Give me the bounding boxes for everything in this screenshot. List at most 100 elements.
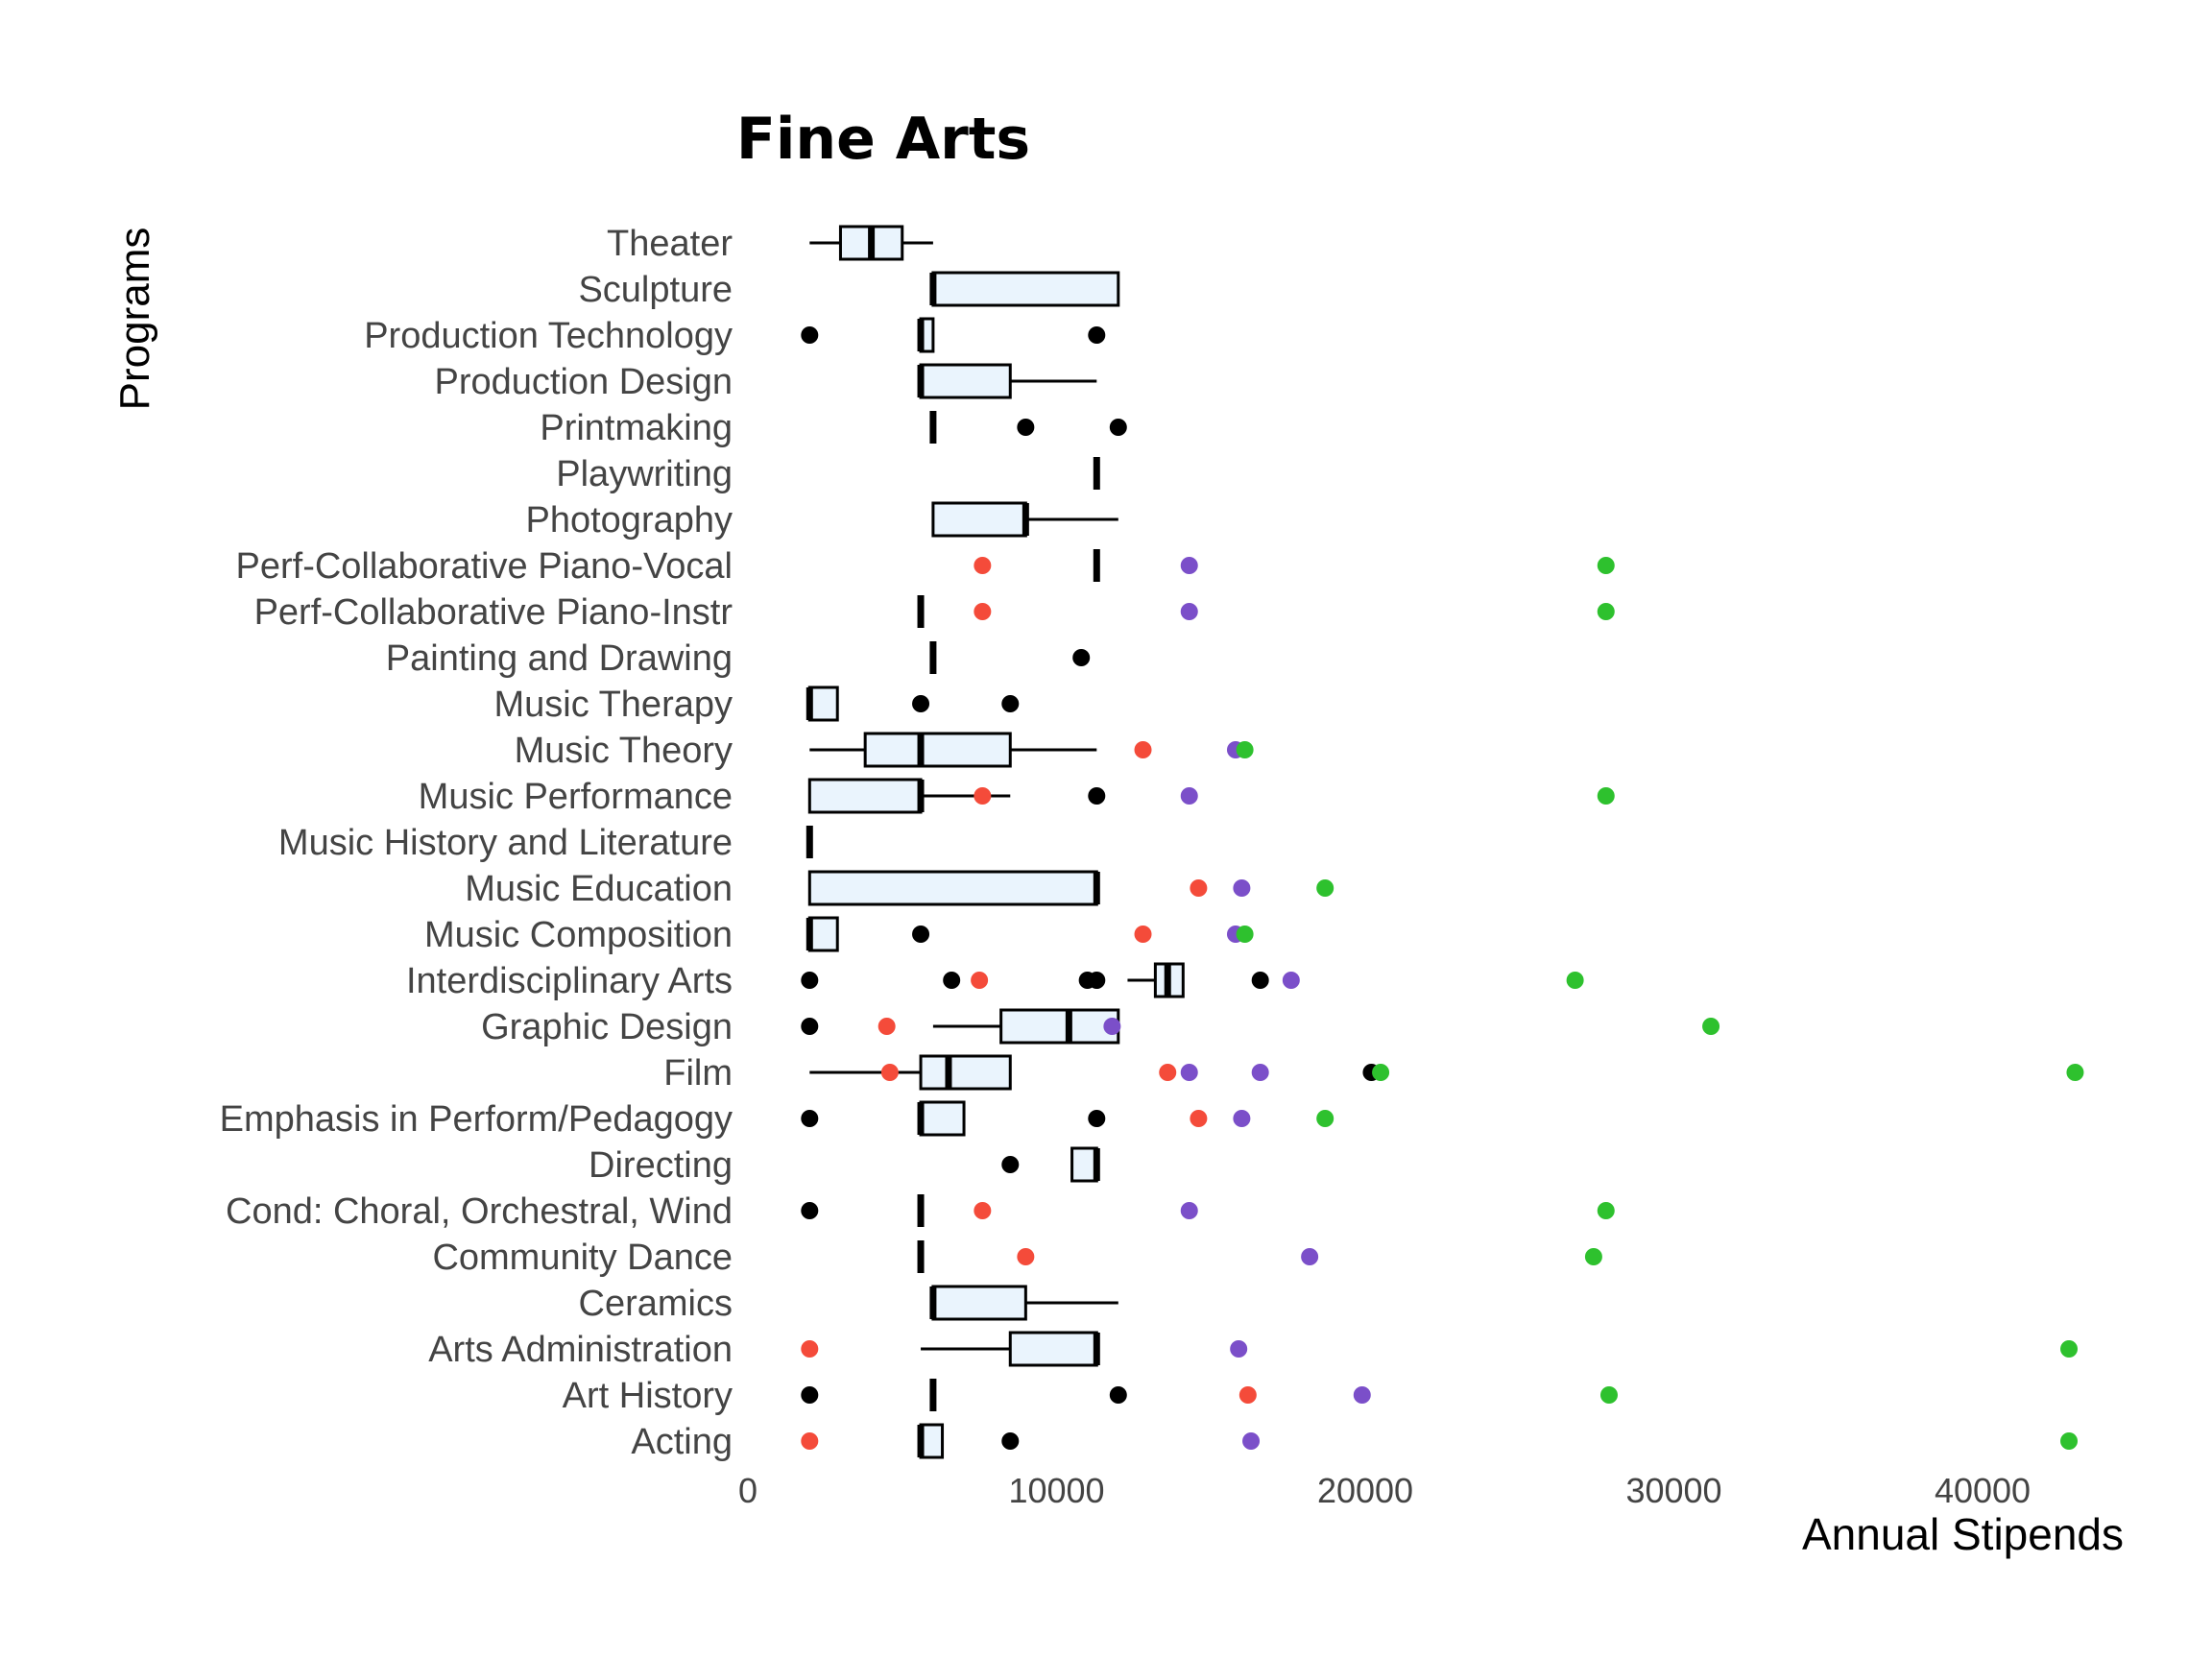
data-point [1017,419,1035,436]
data-point [801,972,819,989]
boxplot-18 [809,1054,1012,1091]
category-label: Perf-Collaborative Piano-Instr [254,592,733,633]
box-iqr [931,501,1027,538]
box-iqr [999,1008,1120,1045]
category-label: Perf-Collaborative Piano-Vocal [236,546,733,587]
data-point [1353,1386,1371,1404]
box-iqr [931,271,1120,307]
box-iqr [807,870,1098,906]
data-point [2060,1340,2079,1358]
data-point [1001,1432,1020,1450]
category-label: Music Theory [515,731,733,771]
data-point [1109,1386,1127,1404]
category-label: Theater [607,224,733,264]
category-labels: Theater Sculpture Production Technology Pro… [220,224,733,1462]
data-point [1316,879,1334,897]
data-point [1597,787,1615,805]
boxplot-19 [917,1100,966,1137]
boxplot-17 [932,1008,1120,1045]
data-point [878,1018,896,1035]
data-point [801,1110,819,1127]
data-point [1233,879,1251,897]
data-point [1316,1110,1334,1127]
data-point [1236,926,1254,943]
boxplot-0 [809,225,933,261]
y-axis-label: Programs [111,228,158,411]
category-label: Music History and Literature [278,823,733,863]
category-label: Production Technology [364,316,733,356]
data-point [1372,1064,1390,1081]
box-iqr [807,778,923,814]
data-point [1566,972,1584,989]
category-label: Photography [526,500,733,541]
boxplot-24 [921,1331,1100,1367]
category-label: Graphic Design [481,1007,733,1047]
category-label: Music Therapy [493,685,733,725]
data-point [1088,1110,1106,1127]
data-point [912,926,930,943]
category-label: Arts Administration [428,1330,733,1370]
category-label: Directing [589,1145,733,1186]
box-iqr [919,1054,1012,1091]
category-label: Music Performance [419,777,733,817]
data-point [974,603,992,620]
data-point [801,1432,819,1450]
category-label: Production Design [434,362,733,402]
data-point [1109,419,1127,436]
category-label: Playwriting [556,454,733,494]
data-point [880,1064,899,1081]
category-label: Music Composition [424,915,733,955]
x-tick-label: 40000 [1935,1471,2031,1510]
boxplot-12 [807,778,1011,814]
box-iqr [863,732,1012,768]
category-label: Art History [563,1376,733,1416]
point-marks [801,326,2084,1450]
box-marks [805,225,1185,1459]
category-label: Acting [631,1422,733,1462]
data-point [1180,557,1198,574]
data-point [912,695,930,712]
box-iqr [1008,1331,1098,1367]
category-label: Printmaking [540,408,733,448]
data-point [1597,557,1615,574]
category-label: Emphasis in Perform/Pedagogy [220,1099,733,1140]
data-point [1017,1248,1035,1265]
boxplot-10 [805,685,839,722]
data-point [2066,1064,2084,1081]
x-tick-label: 20000 [1317,1471,1413,1510]
data-point [1597,1202,1615,1219]
data-point [1180,1202,1198,1219]
data-point [974,1202,992,1219]
data-point [801,1018,819,1035]
data-point [1242,1432,1261,1450]
data-point [943,972,961,989]
data-point [1180,603,1198,620]
boxplot-1 [929,271,1120,307]
data-point [1584,1248,1602,1265]
boxplot-20 [1070,1146,1100,1183]
category-label: Film [663,1053,733,1094]
chart-title: Fine Arts [736,106,1030,173]
data-point [1230,1340,1248,1358]
data-point [801,1340,819,1358]
data-point [1597,603,1615,620]
data-point [1702,1018,1720,1035]
data-point [1103,1018,1121,1035]
x-tick-labels: 0 10000 20000 30000 40000 [738,1471,2031,1510]
data-point [974,557,992,574]
category-label: Music Education [465,869,733,909]
data-point [1236,741,1254,758]
boxplot-14 [807,870,1100,906]
box-iqr [919,363,1012,399]
data-point [1190,879,1208,897]
data-point [1001,1156,1020,1173]
category-label: Community Dance [432,1238,733,1278]
data-point [2060,1432,2079,1450]
box-iqr [807,916,839,952]
data-point [1088,787,1106,805]
boxplot-26 [917,1423,945,1459]
boxplot-3 [917,363,1097,399]
data-point [1233,1110,1251,1127]
box-iqr [919,1100,966,1137]
